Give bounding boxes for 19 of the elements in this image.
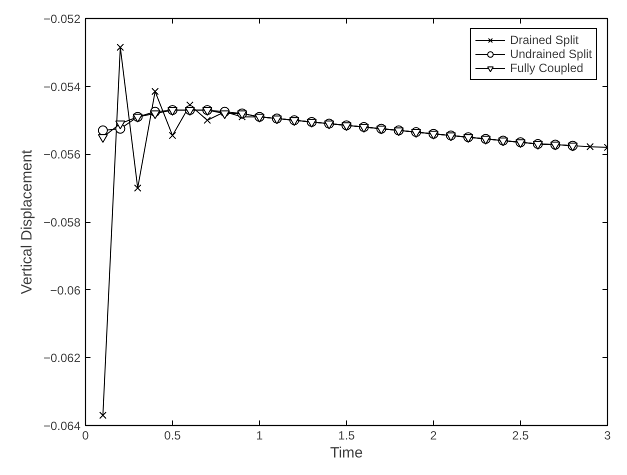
x-tick-label: 0.5 [164, 428, 182, 442]
legend-label: Fully Coupled [510, 61, 584, 75]
x-tick-label: 1 [256, 428, 264, 442]
y-tick-label: −0.056 [43, 148, 81, 162]
x-tick-label: 3 [604, 428, 612, 442]
x-tick-label: 1.5 [338, 428, 356, 442]
y-tick-label: −0.064 [43, 419, 81, 433]
y-tick-label: −0.06 [50, 283, 81, 298]
y-tick-label: −0.054 [43, 80, 81, 94]
legend-label: Undrained Split [510, 47, 592, 61]
x-tick-label: 2 [430, 428, 438, 442]
x-tick-label: 0 [82, 428, 90, 442]
y-tick-label: −0.052 [43, 12, 81, 26]
y-tick-label: −0.062 [43, 351, 81, 366]
legend-label: Drained Split [510, 33, 579, 47]
x-tick-label: 2.5 [512, 428, 530, 442]
y-axis-title: Vertical Displacement [18, 149, 36, 294]
x-axis-title: Time [330, 444, 363, 462]
y-tick-label: −0.058 [43, 216, 81, 230]
